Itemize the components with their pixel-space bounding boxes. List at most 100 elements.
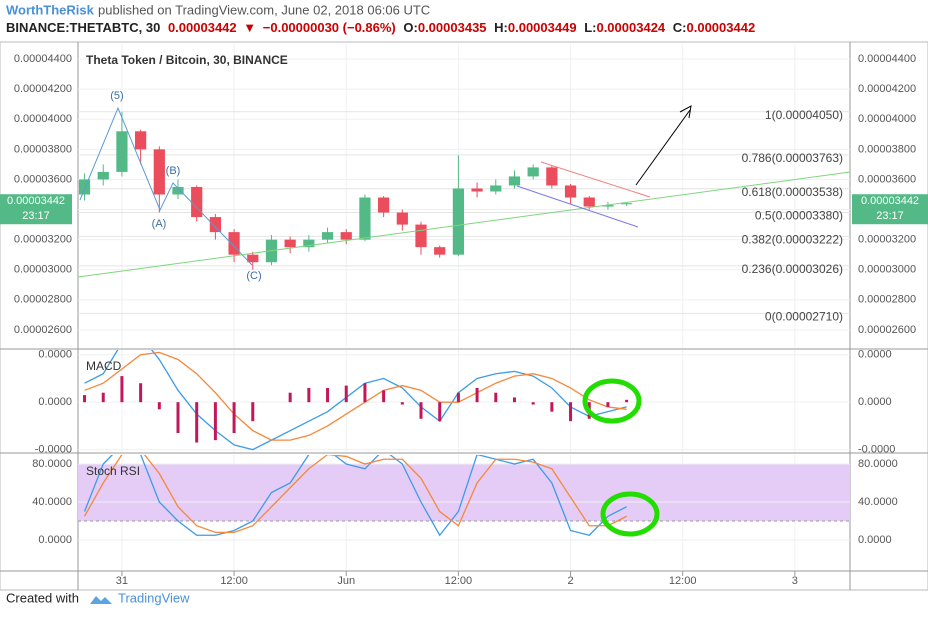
candle-body xyxy=(135,131,147,150)
author[interactable]: WorthTheRisk xyxy=(6,2,95,17)
highlight-circle xyxy=(582,378,642,424)
y-tick-label: 0.00002600 xyxy=(14,324,72,336)
panel xyxy=(78,350,850,452)
y-tick-label: 0.00004000 xyxy=(858,113,916,125)
footer-brand[interactable]: TradingView xyxy=(118,590,190,605)
x-tick-label: 2 xyxy=(567,575,573,587)
l-label: L: xyxy=(584,20,596,35)
countdown: 23:17 xyxy=(22,210,50,222)
candle-body xyxy=(340,232,352,240)
channel-bottom xyxy=(516,185,639,228)
y-tick-label: 0.00002800 xyxy=(858,294,916,306)
histogram-bar xyxy=(625,399,629,403)
fib-label: 1(0.00004050) xyxy=(765,108,843,122)
panel xyxy=(78,455,850,570)
price-tag xyxy=(852,194,928,225)
y-tick-label: 80.0000 xyxy=(858,458,898,470)
histogram-bar xyxy=(606,402,610,407)
c: 0.00003442 xyxy=(687,20,756,35)
quote-line: BINANCE:THETABTC, 30 0.00003442 ▼ −0.000… xyxy=(6,20,755,35)
footer-text: Created with xyxy=(6,590,79,605)
fib-label: 0.382(0.00003222) xyxy=(742,233,843,247)
histogram-bar xyxy=(569,402,573,422)
last: 0.00003442 xyxy=(168,20,237,35)
histogram-bar xyxy=(494,392,498,403)
chart-title: Theta Token / Bitcoin, 30, BINANCE xyxy=(86,53,288,67)
candle-body xyxy=(172,186,184,195)
wave-label: (5) xyxy=(110,90,123,102)
x-tick-label: 12:00 xyxy=(445,575,473,587)
histogram-bar xyxy=(326,387,330,403)
fib-label: 0.5(0.00003380) xyxy=(755,209,843,223)
arrow-head xyxy=(679,105,692,119)
candle-body xyxy=(602,205,614,207)
candle-body xyxy=(527,167,539,177)
histogram-bar xyxy=(550,402,554,412)
histogram-bar xyxy=(120,376,124,403)
y-tick-label: -0.0000 xyxy=(35,444,72,456)
y-tick-label: 0.00003800 xyxy=(14,143,72,155)
y-tick-label: 80.0000 xyxy=(32,458,72,470)
c-label: C: xyxy=(673,20,687,35)
trend-line xyxy=(77,171,851,278)
countdown: 23:17 xyxy=(876,210,904,222)
h-label: H: xyxy=(494,20,508,35)
price-tag-label: 0.00003442 xyxy=(7,195,65,207)
y-tick-label: 0.0000 xyxy=(858,534,892,546)
histogram-bar xyxy=(195,402,199,443)
candle-body xyxy=(434,247,446,255)
x-tick-label: Jun xyxy=(337,575,355,587)
y-tick-label: 0.00004200 xyxy=(858,83,916,95)
candle-body xyxy=(415,224,427,248)
x-tick-label: 3 xyxy=(792,575,798,587)
wave-label: (B) xyxy=(166,165,181,177)
candle-body xyxy=(153,149,165,195)
y-tick-label: 0.00003600 xyxy=(858,173,916,185)
candle-body xyxy=(228,232,240,255)
candle-body xyxy=(452,188,464,255)
wave-line xyxy=(79,106,253,266)
x-tick-label: 31 xyxy=(116,575,128,587)
histogram-bar xyxy=(139,383,143,403)
histogram-bar xyxy=(83,395,87,403)
y-tick-label: 0.00003600 xyxy=(14,173,72,185)
y-tick-label: 0.00004400 xyxy=(858,53,916,65)
fib-label: 0.236(0.00003026) xyxy=(742,262,843,276)
histogram-bar xyxy=(232,402,236,434)
candle-body xyxy=(78,179,91,195)
histogram-bar xyxy=(475,387,479,403)
histogram-bar xyxy=(400,402,404,405)
histogram-bar xyxy=(213,402,217,441)
y-tick-label: 40.0000 xyxy=(32,496,72,508)
y-tick-label: 0.0000 xyxy=(38,396,72,408)
candle-body xyxy=(284,239,296,248)
y-tick-label: 0.00003000 xyxy=(858,264,916,276)
panel-title: Stoch RSI xyxy=(86,464,140,478)
candle-body xyxy=(97,171,109,180)
published: published on TradingView.com, June 02, 2… xyxy=(98,2,430,17)
y-tick-label: 0.00003200 xyxy=(858,234,916,246)
series-line xyxy=(83,455,627,534)
o: 0.00003435 xyxy=(418,20,487,35)
y-tick-label: 0.00002600 xyxy=(858,324,916,336)
channel-top xyxy=(540,161,651,198)
panel: 0(0.00002710) 0.236(0.00003026) 0.382(0.00… xyxy=(78,44,850,348)
wave-label: (A) xyxy=(152,218,167,230)
histogram-bar xyxy=(531,402,535,405)
candle-body xyxy=(116,131,128,172)
fib-label: 0.786(0.00003763) xyxy=(742,151,843,165)
histogram-bar xyxy=(288,392,292,403)
y-tick-label: 0.00003000 xyxy=(14,264,72,276)
highlight-circle xyxy=(600,491,660,537)
price-tag-label: 0.00003442 xyxy=(861,195,919,207)
candle-body xyxy=(564,185,577,198)
y-tick-label: -0.0000 xyxy=(858,444,895,456)
candle-body xyxy=(508,176,521,186)
candle-body xyxy=(303,239,315,248)
y-tick-label: 0.00004400 xyxy=(14,53,72,65)
y-tick-label: 0.00003800 xyxy=(858,143,916,155)
y-tick-label: 0.00003200 xyxy=(14,234,72,246)
candle-body xyxy=(583,197,595,207)
